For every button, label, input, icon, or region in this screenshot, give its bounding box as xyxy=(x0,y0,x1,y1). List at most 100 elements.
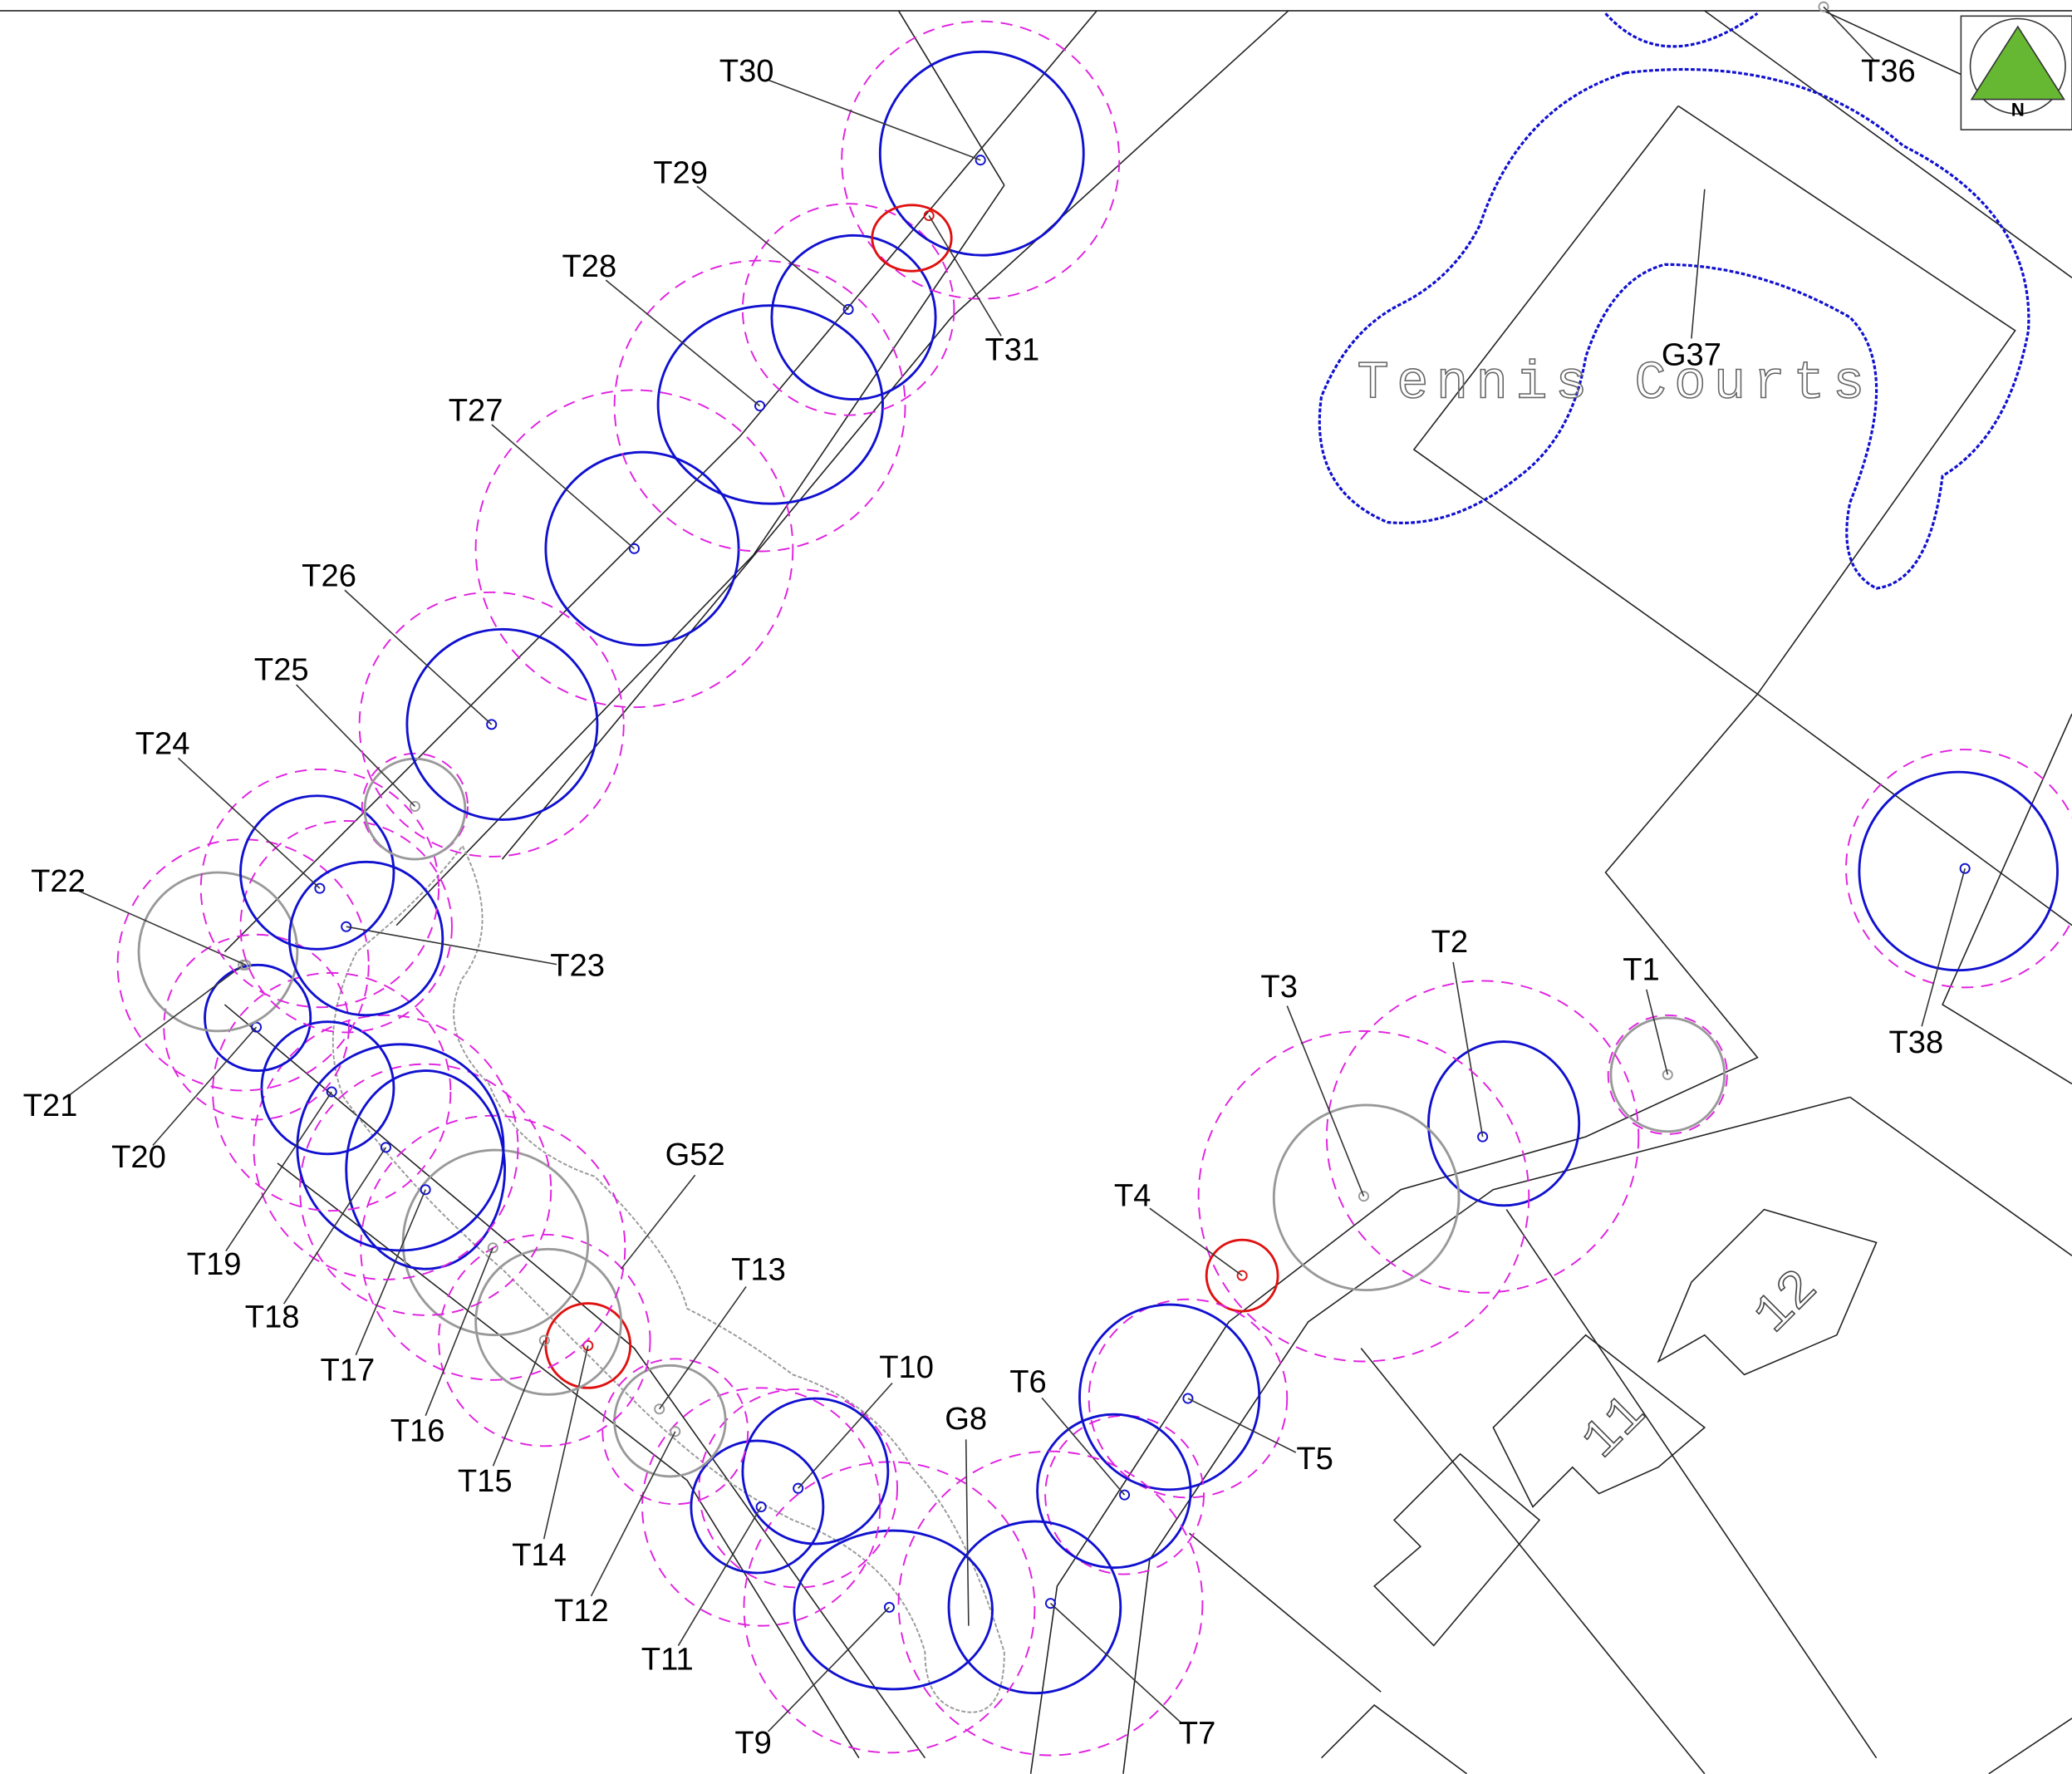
tree: T24 xyxy=(135,725,440,1009)
tree: T7 xyxy=(897,1450,1216,1757)
tree: T38 xyxy=(1845,749,2072,1060)
tree-label: T29 xyxy=(653,155,708,190)
tree: T30 xyxy=(719,20,1121,300)
trunk xyxy=(314,882,326,894)
group-label: G8 xyxy=(945,1401,987,1437)
trunk xyxy=(582,1339,594,1351)
tree-label: T22 xyxy=(31,863,86,899)
root-protection-area xyxy=(741,203,955,416)
tree: T28 xyxy=(562,248,906,553)
tree: T29 xyxy=(653,155,955,416)
trunk xyxy=(883,1601,895,1613)
root-protection-area xyxy=(613,259,906,553)
leader-line xyxy=(1691,189,1706,339)
tree: T14 xyxy=(512,1302,632,1573)
canopy xyxy=(741,1397,890,1545)
root-protection-area xyxy=(841,20,1121,300)
trunk xyxy=(923,209,935,222)
leader-line xyxy=(177,757,321,889)
tree: T1 xyxy=(1607,951,1728,1135)
base-linework xyxy=(223,10,2072,1774)
canopy xyxy=(690,1439,825,1575)
tree-label: T15 xyxy=(458,1463,513,1499)
canopy xyxy=(1426,1040,1581,1207)
tree-label: T4 xyxy=(1114,1177,1151,1213)
tree: T17 xyxy=(299,1063,552,1388)
trunk xyxy=(1959,862,1971,874)
trunk xyxy=(793,1482,804,1494)
tree-label: T38 xyxy=(1888,1025,1943,1060)
canopy xyxy=(1272,1103,1461,1292)
tree-group: G52 xyxy=(620,1137,725,1270)
canopy xyxy=(1036,1413,1192,1570)
leader-line xyxy=(659,1285,747,1410)
leader-line xyxy=(344,589,493,725)
tree: T12 xyxy=(554,1358,749,1629)
tree-label: T11 xyxy=(641,1642,694,1678)
root-protection-area xyxy=(641,1387,881,1627)
tree-label: T20 xyxy=(111,1139,166,1175)
canopy xyxy=(363,757,467,861)
trunk xyxy=(380,1142,391,1153)
tree-label: T31 xyxy=(984,332,1039,367)
group-boundary-g52 xyxy=(331,844,1005,1713)
trunk xyxy=(538,1334,550,1346)
trunk xyxy=(341,921,352,932)
trunk xyxy=(754,401,766,412)
root-protection-area xyxy=(601,1358,749,1506)
tree: T19 xyxy=(187,971,452,1282)
tree: T6 xyxy=(1009,1364,1205,1575)
tree-label: T7 xyxy=(1179,1716,1216,1752)
tree: T16 xyxy=(360,1114,626,1448)
leader-line xyxy=(492,1339,546,1467)
tree-label: T9 xyxy=(734,1725,772,1761)
canopy xyxy=(1858,770,2059,972)
canopy xyxy=(871,204,953,273)
tree-label: T13 xyxy=(731,1251,786,1287)
leader-line xyxy=(543,1345,589,1540)
root-protection-area xyxy=(116,838,370,1092)
plot-number: 11 xyxy=(1572,1384,1659,1472)
trunk xyxy=(1236,1270,1248,1281)
tree: T36 xyxy=(1818,1,1916,89)
trunk xyxy=(409,800,420,812)
leader-line xyxy=(225,1091,332,1251)
trunk xyxy=(975,155,986,166)
tree-label: T36 xyxy=(1861,53,1916,89)
leader-line xyxy=(1187,1398,1297,1453)
canopy xyxy=(656,304,884,505)
trunk xyxy=(1044,1598,1057,1609)
root-protection-area xyxy=(474,389,794,709)
trunk xyxy=(1182,1393,1194,1404)
canopy xyxy=(793,1529,994,1691)
tree-label: T18 xyxy=(245,1300,300,1335)
tree-group: G37 xyxy=(1662,189,1721,373)
tree-label: T16 xyxy=(390,1413,445,1448)
canopy xyxy=(405,627,599,821)
leader-line xyxy=(491,424,635,549)
tree: T9 xyxy=(734,1461,1036,1761)
root-protection-area xyxy=(698,1388,898,1589)
group-boundary-g37 xyxy=(1318,12,2030,590)
tree: T2 xyxy=(1325,924,1640,1294)
canopy xyxy=(401,1148,590,1337)
root-protection-area xyxy=(358,591,625,858)
root-protection-area xyxy=(897,1450,1204,1757)
trunk xyxy=(628,543,640,554)
tree: T21 xyxy=(23,838,370,1123)
trunk xyxy=(1818,1,1829,12)
root-protection-area xyxy=(163,933,350,1121)
group-label: G52 xyxy=(665,1137,725,1172)
root-protection-area xyxy=(1607,1014,1728,1135)
leader-line xyxy=(296,684,416,808)
root-protection-area xyxy=(438,1233,651,1447)
root-protection-area xyxy=(239,820,453,1034)
trunk xyxy=(420,1184,431,1196)
leader-line xyxy=(425,1247,494,1417)
leader-line xyxy=(965,1439,970,1626)
canopy xyxy=(613,1364,727,1478)
tree-label: T10 xyxy=(879,1349,934,1385)
canopy xyxy=(947,1520,1122,1695)
plot-number: 12 xyxy=(1744,1259,1831,1346)
